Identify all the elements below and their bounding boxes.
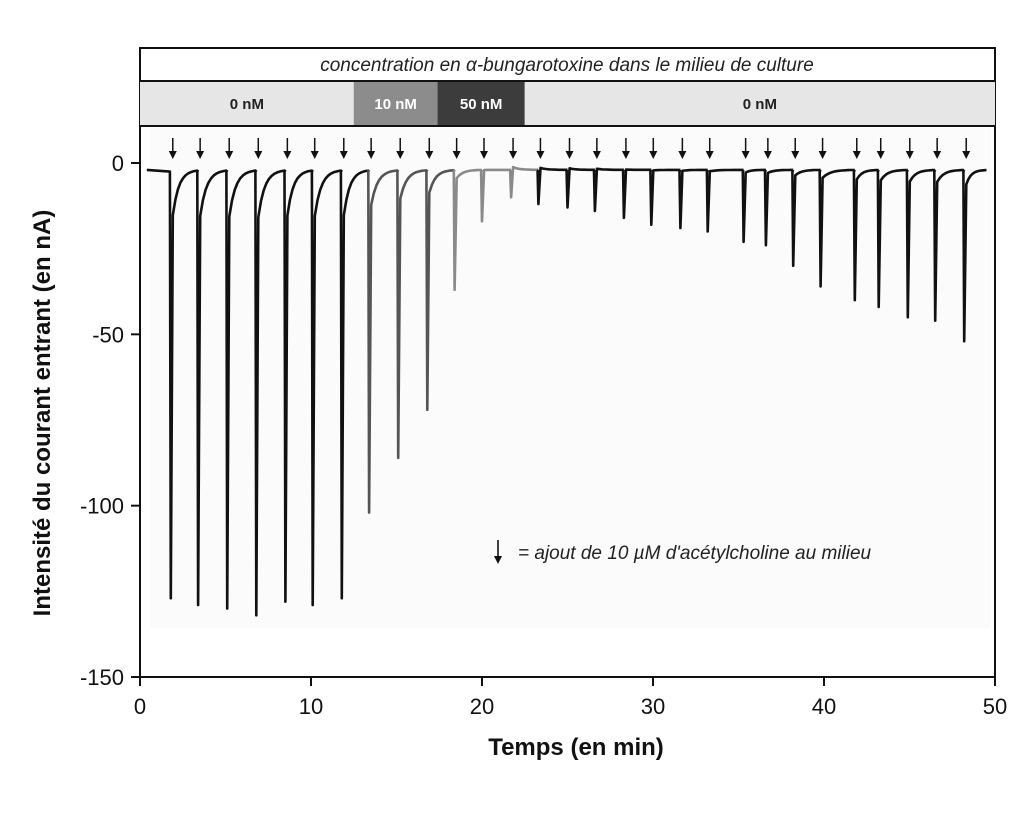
current-response-0	[146, 168, 199, 600]
ach-arrow-icon-13	[536, 138, 545, 159]
ach-arrow-icon-19	[705, 138, 714, 159]
current-traces	[146, 165, 987, 617]
current-response-27	[933, 168, 965, 322]
current-response-12	[508, 165, 539, 199]
header-title-box	[139, 47, 996, 82]
current-response-11	[479, 168, 512, 223]
current-response-28	[962, 168, 987, 343]
ach-arrow-icon-4	[283, 138, 292, 159]
x-tick-label-0: 0	[134, 694, 146, 719]
x-ticks: 0 10 20 30 40 50	[134, 677, 1007, 719]
current-response-22	[791, 168, 821, 268]
current-response-26	[905, 168, 936, 319]
current-response-19	[705, 168, 744, 233]
y-axis-title: Intensité du courant entrant (en nA)	[29, 210, 56, 617]
ach-arrow-icon-10	[452, 138, 461, 159]
current-response-25	[876, 168, 908, 309]
ach-arrow-icon-20	[741, 138, 750, 159]
ach-arrow-icon-5	[310, 138, 319, 159]
current-response-13	[536, 166, 568, 206]
ach-arrow-icon-11	[480, 138, 488, 159]
current-response-3	[254, 169, 286, 617]
concentration-band-3	[524, 82, 995, 125]
current-response-23	[818, 168, 855, 288]
current-response-24	[852, 168, 879, 302]
concentration-band-1	[353, 82, 438, 125]
current-response-1	[196, 169, 228, 607]
concentration-band-0	[140, 82, 354, 125]
ach-arrow-icon-16	[621, 138, 630, 159]
x-axis-title: Temps (en min)	[488, 734, 664, 761]
ach-arrow-icon-8	[396, 138, 405, 159]
current-response-14	[565, 167, 595, 209]
ach-arrow-icon-15	[592, 138, 601, 159]
legend-arrow-icon	[494, 540, 502, 564]
ach-arrow-icon-27	[933, 138, 942, 159]
ach-arrow-icon-14	[565, 138, 574, 159]
concentration-band-label-0: 0 nM	[230, 96, 264, 113]
y-tick-label-1: -50	[92, 322, 124, 347]
current-response-20	[741, 168, 766, 244]
ach-arrow-icon-7	[367, 138, 376, 159]
current-response-9	[425, 168, 455, 411]
current-response-6	[339, 169, 370, 600]
current-response-10	[452, 168, 482, 292]
current-response-4	[283, 169, 313, 603]
current-response-5	[310, 169, 342, 607]
current-response-15	[592, 167, 624, 213]
ach-arrow-icon-1	[196, 138, 205, 159]
current-response-21	[763, 168, 794, 247]
ach-arrow-icon-24	[852, 138, 861, 159]
ach-arrow-icon-6	[339, 138, 348, 159]
concentration-band-label-1: 10 nM	[374, 96, 417, 113]
ach-arrow-icon-2	[225, 138, 234, 159]
legend-text: = ajout de 10 µM d'acétylcholine au mili…	[518, 543, 872, 564]
plot-background	[150, 128, 990, 628]
ach-arrow-icon-28	[962, 138, 971, 159]
x-tick-label-5: 50	[983, 694, 1007, 719]
x-tick-label-1: 10	[299, 694, 323, 719]
concentration-header: concentration en α-bungarotoxine dans le…	[139, 47, 996, 127]
axes: 0 -50 -100 -150 0 10 20 30 40 50	[80, 126, 1007, 719]
current-response-2	[225, 169, 257, 610]
ach-arrow-icon-26	[905, 138, 914, 159]
ach-arrow-icon-25	[876, 138, 885, 159]
ach-arrow-icon-12	[509, 138, 518, 159]
x-tick-label-3: 30	[641, 694, 665, 719]
x-tick-label-4: 40	[812, 694, 836, 719]
concentration-band-label-2: 50 nM	[460, 96, 503, 113]
ach-arrow-icon-21	[763, 138, 772, 159]
ach-arrow-icon-3	[254, 138, 263, 159]
current-response-18	[678, 168, 708, 230]
x-tick-label-2: 20	[470, 694, 494, 719]
header-title: concentration en α-bungarotoxine dans le…	[320, 55, 814, 76]
concentration-bands: 0 nM 10 nM 50 nM 0 nM	[140, 82, 995, 125]
current-response-7	[367, 169, 399, 514]
ach-arrow-icon-23	[818, 138, 827, 159]
current-response-8	[396, 169, 428, 459]
concentration-band-2	[437, 82, 525, 125]
ach-arrow-icon-22	[791, 138, 800, 159]
current-response-17	[649, 168, 681, 226]
concentration-band-label-3: 0 nM	[743, 96, 777, 113]
ach-arrow-icon-18	[678, 138, 687, 159]
y-ticks: 0 -50 -100 -150	[80, 151, 140, 690]
y-tick-label-0: 0	[112, 151, 124, 176]
ach-arrow-icon-9	[425, 138, 434, 159]
current-response-16	[621, 168, 652, 220]
ach-arrow-icon-17	[649, 138, 658, 159]
ach-arrow-icon-0	[168, 138, 177, 159]
acetylcholine-arrows	[168, 138, 971, 159]
legend: = ajout de 10 µM d'acétylcholine au mili…	[494, 540, 872, 564]
y-tick-label-3: -150	[80, 665, 124, 690]
y-tick-label-2: -100	[80, 494, 124, 519]
